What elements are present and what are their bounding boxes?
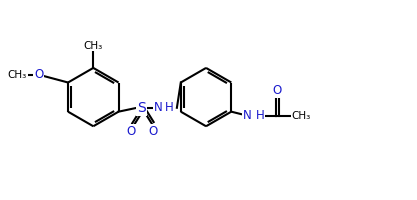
Text: O: O (127, 125, 136, 138)
Text: S: S (138, 101, 146, 115)
Text: N: N (243, 109, 252, 122)
Text: O: O (272, 84, 281, 97)
Text: O: O (148, 125, 157, 138)
Text: H: H (165, 101, 174, 114)
Text: CH₃: CH₃ (84, 41, 103, 51)
Text: H: H (256, 109, 264, 122)
Text: N: N (153, 101, 162, 114)
Text: CH₃: CH₃ (8, 70, 27, 80)
Text: O: O (34, 68, 43, 81)
Text: CH₃: CH₃ (291, 111, 311, 121)
